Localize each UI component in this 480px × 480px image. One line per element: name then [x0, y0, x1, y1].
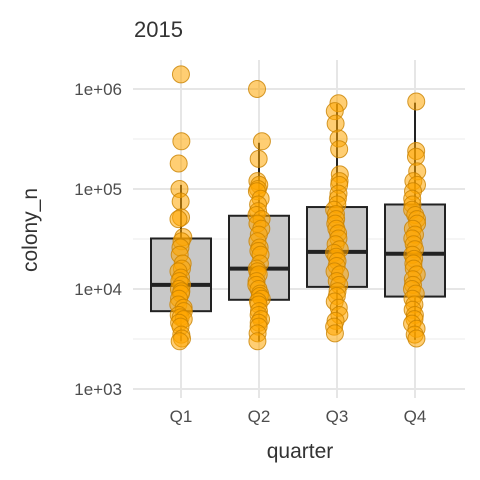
data-point: [172, 132, 191, 151]
data-point: [325, 324, 344, 343]
data-point: [171, 65, 190, 84]
data-point: [171, 192, 190, 211]
data-point: [407, 92, 426, 111]
x-tick-label: Q2: [248, 407, 271, 426]
x-tick-label: Q4: [404, 407, 427, 426]
data-point: [169, 154, 188, 173]
x-axis-title: quarter: [267, 440, 334, 463]
data-points: [169, 65, 427, 351]
data-point: [407, 329, 426, 348]
x-tick-label: Q1: [170, 407, 193, 426]
data-point: [248, 80, 267, 98]
data-point: [249, 149, 268, 168]
data-point: [248, 332, 267, 351]
y-tick-label: 1e+05: [74, 180, 122, 199]
data-point: [326, 114, 345, 133]
x-tick-label: Q3: [326, 407, 349, 426]
data-point: [170, 332, 189, 351]
chart-title: 2015: [134, 17, 183, 42]
y-axis-title: colony_n: [19, 188, 42, 272]
y-tick-label: 1e+03: [74, 380, 122, 399]
y-axis-ticks: 1e+03 1e+04 1e+05 1e+06: [74, 80, 122, 399]
data-point: [330, 140, 349, 159]
data-point: [252, 132, 271, 151]
data-point: [169, 210, 188, 229]
y-tick-label: 1e+04: [74, 280, 122, 299]
y-tick-label: 1e+06: [74, 80, 122, 99]
x-axis-ticks: Q1 Q2 Q3 Q4: [170, 407, 427, 426]
